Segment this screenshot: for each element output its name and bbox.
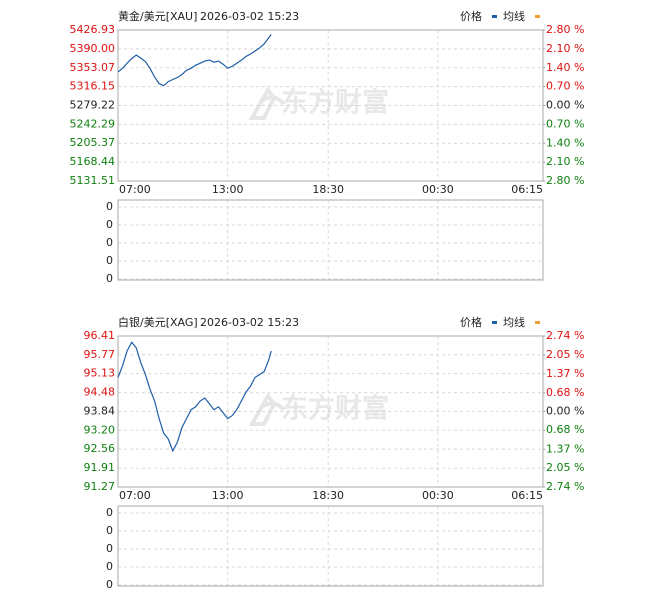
x-tick-label: 06:15	[511, 183, 543, 196]
y2-tick-label: 2.10 %	[546, 42, 584, 55]
y-tick-label: 5390.00	[70, 42, 116, 55]
y-tick-label: 5131.51	[70, 174, 116, 187]
timestamp: 2026-03-02 15:23	[200, 316, 299, 329]
volume-tick-label: 0	[106, 578, 113, 591]
y-tick-label: 96.41	[84, 329, 116, 342]
legend-swatch	[492, 15, 497, 18]
volume-frame	[117, 505, 544, 587]
timestamp: 2026-03-02 15:23	[200, 10, 299, 23]
legend-label: 价格	[460, 9, 482, 23]
chart-title: 黄金/美元[XAU]	[118, 9, 197, 23]
y2-tick-label: 0.68 %	[546, 386, 584, 399]
volume-tick-label: 0	[106, 506, 113, 519]
y2-tick-label: 0.00 %	[546, 405, 584, 418]
y-tick-label: 94.48	[84, 386, 116, 399]
y-tick-label: 5168.44	[70, 155, 116, 168]
y-tick-label: 95.77	[84, 348, 116, 361]
volume-tick-label: 0	[106, 524, 113, 537]
legend-swatch	[492, 321, 497, 324]
y-tick-label: 91.91	[84, 461, 116, 474]
y2-tick-label: 2.74 %	[546, 480, 584, 493]
y-tick-label: 5279.22	[70, 99, 116, 112]
y-tick-label: 5316.15	[70, 80, 116, 93]
y2-tick-label: 0.70 %	[546, 80, 584, 93]
y2-tick-label: 2.05 %	[546, 461, 584, 474]
y-tick-label: 5426.93	[70, 23, 116, 36]
x-tick-label: 18:30	[312, 183, 344, 196]
y2-tick-label: 2.80 %	[546, 23, 584, 36]
chart-title: 白银/美元[XAG]	[118, 315, 198, 329]
volume-tick-label: 0	[106, 254, 113, 267]
volume-tick-label: 0	[106, 272, 113, 285]
volume-tick-label: 0	[106, 560, 113, 573]
y-tick-label: 5205.37	[70, 136, 116, 149]
y-tick-label: 93.20	[84, 423, 116, 436]
y2-tick-label: 2.10 %	[546, 155, 584, 168]
x-tick-label: 18:30	[312, 489, 344, 502]
volume-tick-label: 0	[106, 218, 113, 231]
plot-frame	[117, 29, 544, 182]
price-line	[117, 341, 272, 453]
y-tick-label: 5353.07	[70, 61, 116, 74]
y2-tick-label: 0.00 %	[546, 99, 584, 112]
x-tick-label: 13:00	[212, 183, 244, 196]
watermark-logo	[248, 86, 286, 120]
y-tick-label: 92.56	[84, 442, 116, 455]
y-tick-label: 95.13	[84, 367, 116, 380]
watermark-logo	[248, 392, 286, 426]
y2-tick-label: 1.37 %	[546, 367, 584, 380]
plot-frame	[117, 335, 544, 488]
watermark: 东方财富	[281, 87, 389, 119]
volume-tick-label: 0	[106, 542, 113, 555]
y-tick-label: 5242.29	[70, 117, 116, 130]
price-line	[117, 34, 272, 87]
y-tick-label: 91.27	[84, 480, 116, 493]
y-tick-label: 93.84	[84, 405, 116, 418]
x-tick-label: 00:30	[422, 489, 454, 502]
y2-tick-label: 1.40 %	[546, 136, 584, 149]
x-tick-label: 06:15	[511, 489, 543, 502]
x-tick-label: 00:30	[422, 183, 454, 196]
x-tick-label: 13:00	[212, 489, 244, 502]
volume-tick-label: 0	[106, 200, 113, 213]
legend-label: 均线	[503, 315, 525, 329]
volume-tick-label: 0	[106, 236, 113, 249]
x-tick-label: 07:00	[119, 489, 151, 502]
y2-tick-label: 2.74 %	[546, 329, 584, 342]
volume-frame	[117, 199, 544, 281]
y2-tick-label: 0.70 %	[546, 117, 584, 130]
y2-tick-label: 1.37 %	[546, 442, 584, 455]
legend-label: 价格	[460, 315, 482, 329]
x-tick-label: 07:00	[119, 183, 151, 196]
watermark: 东方财富	[281, 393, 389, 425]
y2-tick-label: 2.05 %	[546, 348, 584, 361]
y2-tick-label: 1.40 %	[546, 61, 584, 74]
legend-swatch	[535, 321, 540, 324]
y2-tick-label: 2.80 %	[546, 174, 584, 187]
legend-swatch	[535, 15, 540, 18]
y2-tick-label: 0.68 %	[546, 423, 584, 436]
legend-label: 均线	[503, 9, 525, 23]
